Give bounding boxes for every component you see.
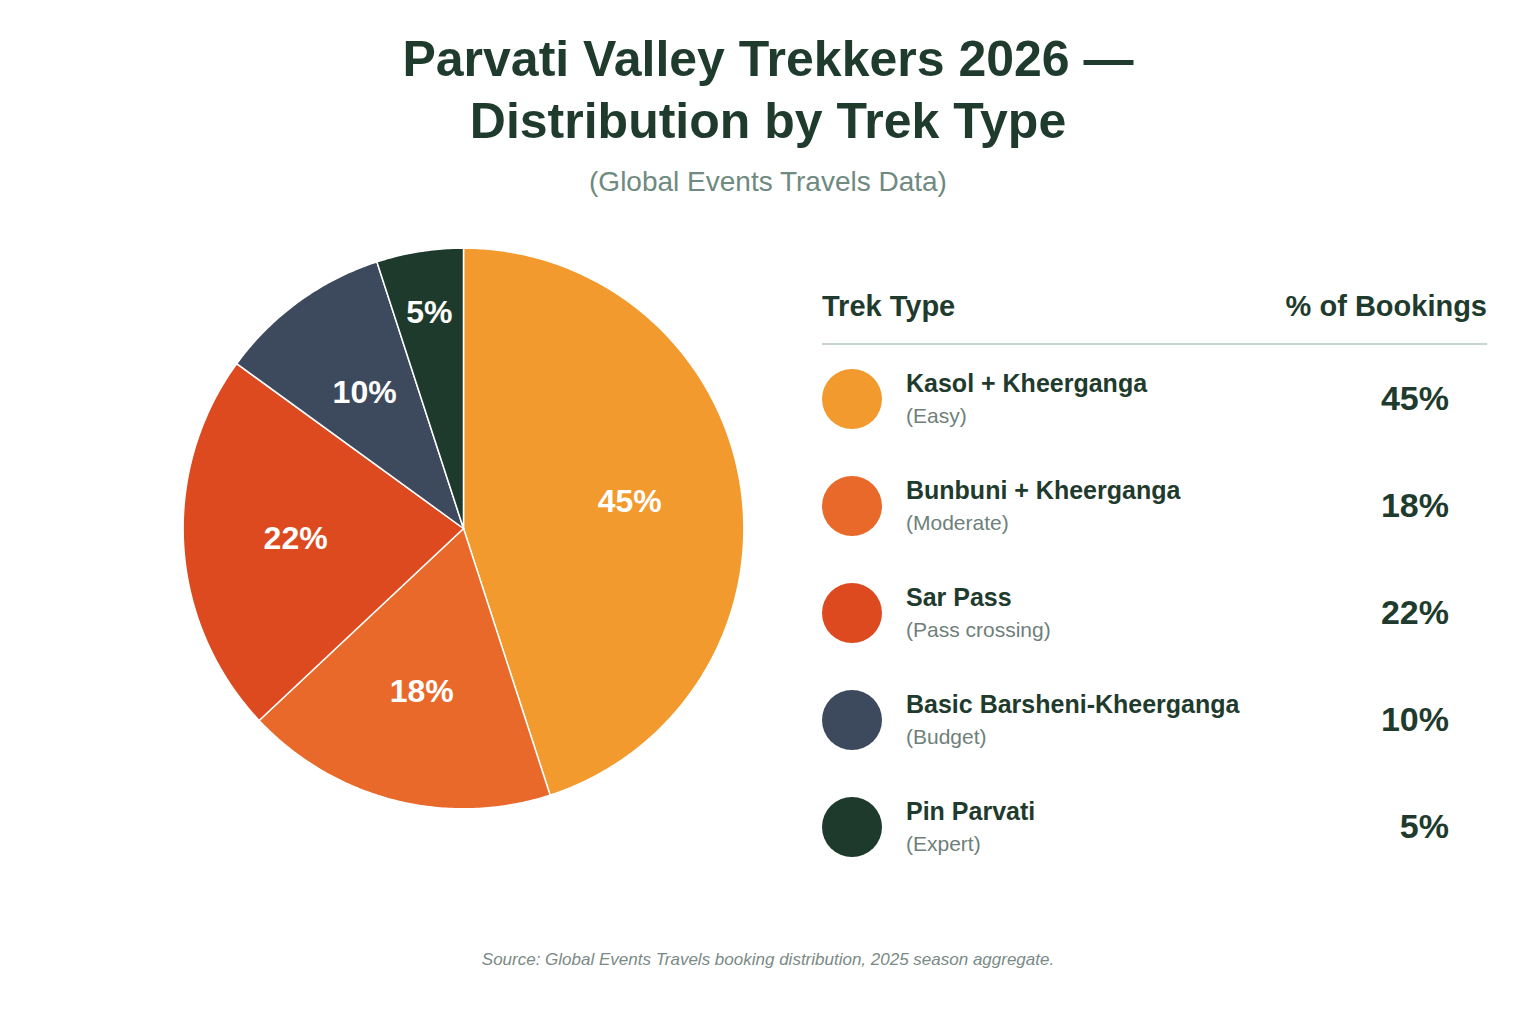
svg-text:45%: 45% <box>598 483 662 519</box>
html-text:5%: 5% <box>1399 807 1449 845</box>
html-text:(Global Events Travels Data): (Global Events Travels Data) <box>589 166 947 197</box>
html-text:(Expert): (Expert) <box>906 832 981 855</box>
html-text:Trek Type: Trek Type <box>822 290 956 322</box>
html-text:22%: 22% <box>1380 593 1449 631</box>
html-text:10%: 10% <box>1380 700 1449 738</box>
html-text:45%: 45% <box>1380 379 1449 417</box>
svg-text:10%: 10% <box>333 374 397 410</box>
html-text:Sar Pass: Sar Pass <box>906 583 1012 611</box>
html-text:(Moderate): (Moderate) <box>906 511 1009 534</box>
html-text:(Budget): (Budget) <box>906 725 987 748</box>
html-text:Parvati Valley Trekkers 2026 —: Parvati Valley Trekkers 2026 — Distribut… <box>402 31 1134 149</box>
html-text:(Easy): (Easy) <box>906 404 967 427</box>
html-text:Source: Global Events Travels: Source: Global Events Travels booking di… <box>481 950 1055 969</box>
html-text:Kasol + Kheerganga: Kasol + Kheerganga <box>906 369 1148 397</box>
html-text:% of Bookings: % of Bookings <box>1285 290 1487 322</box>
html-text:18%: 18% <box>1380 486 1449 524</box>
svg-text:5%: 5% <box>406 294 452 330</box>
svg-text:22%: 22% <box>264 520 328 556</box>
html-text:Bunbuni + Kheerganga: Bunbuni + Kheerganga <box>906 476 1181 504</box>
html-text:Pin Parvati: Pin Parvati <box>906 797 1036 825</box>
svg-text:18%: 18% <box>390 673 454 709</box>
html-text:(Pass crossing): (Pass crossing) <box>906 618 1051 641</box>
html-text:Basic Barsheni-Kheerganga: Basic Barsheni-Kheerganga <box>906 690 1240 718</box>
